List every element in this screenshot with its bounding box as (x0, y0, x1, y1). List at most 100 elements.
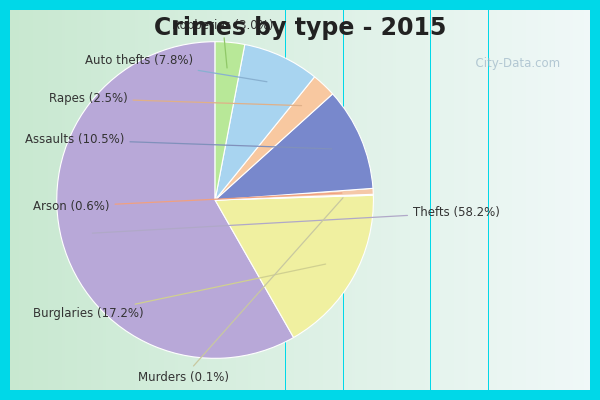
Bar (100, 10, 103, 390)
Bar (115, 10, 118, 390)
Text: Rapes (2.5%): Rapes (2.5%) (49, 92, 302, 106)
Bar (16, 10, 19, 390)
Wedge shape (215, 194, 373, 200)
Bar (50, 10, 53, 390)
Bar (326, 10, 329, 390)
Bar (283, 10, 286, 390)
Bar (578, 10, 581, 390)
Bar (581, 10, 584, 390)
Bar (230, 10, 233, 390)
Bar (506, 10, 509, 390)
Bar (416, 10, 419, 390)
Wedge shape (215, 42, 245, 200)
Bar (39, 10, 42, 390)
Bar (364, 10, 367, 390)
Bar (123, 10, 126, 390)
Bar (515, 10, 517, 390)
Bar (466, 10, 468, 390)
Bar (161, 10, 164, 390)
Bar (94, 10, 97, 390)
Bar (132, 10, 135, 390)
Bar (431, 10, 433, 390)
Bar (187, 10, 190, 390)
Bar (294, 10, 297, 390)
Bar (248, 10, 251, 390)
Bar (254, 10, 257, 390)
Bar (320, 10, 323, 390)
Bar (280, 10, 283, 390)
Bar (25, 10, 28, 390)
Bar (428, 10, 430, 390)
Bar (482, 10, 485, 390)
Bar (355, 10, 358, 390)
Bar (454, 10, 457, 390)
Text: Robberies (3.0%): Robberies (3.0%) (172, 19, 274, 68)
Wedge shape (215, 77, 332, 200)
Bar (396, 10, 398, 390)
Bar (376, 10, 378, 390)
Wedge shape (215, 195, 373, 338)
Bar (42, 10, 45, 390)
Bar (129, 10, 132, 390)
Bar (158, 10, 161, 390)
Bar (53, 10, 56, 390)
Bar (22, 10, 25, 390)
Bar (503, 10, 506, 390)
Bar (474, 10, 477, 390)
Bar (103, 10, 106, 390)
Bar (219, 10, 222, 390)
Bar (68, 10, 71, 390)
Bar (370, 10, 373, 390)
Bar (265, 10, 268, 390)
Bar (170, 10, 172, 390)
Bar (587, 10, 590, 390)
Bar (523, 10, 526, 390)
Bar (149, 10, 152, 390)
Bar (509, 10, 512, 390)
Bar (564, 10, 567, 390)
Bar (442, 10, 445, 390)
Bar (367, 10, 370, 390)
Bar (196, 10, 199, 390)
Bar (190, 10, 193, 390)
Bar (227, 10, 230, 390)
Bar (407, 10, 410, 390)
Bar (30, 10, 33, 390)
Bar (323, 10, 326, 390)
Bar (146, 10, 149, 390)
Bar (517, 10, 520, 390)
Bar (535, 10, 538, 390)
Bar (85, 10, 88, 390)
Bar (558, 10, 561, 390)
Bar (335, 10, 338, 390)
Bar (497, 10, 500, 390)
Bar (538, 10, 541, 390)
Bar (547, 10, 550, 390)
Bar (404, 10, 407, 390)
Bar (352, 10, 355, 390)
Bar (555, 10, 558, 390)
Bar (83, 10, 85, 390)
Bar (45, 10, 48, 390)
Bar (297, 10, 300, 390)
Bar (494, 10, 497, 390)
Bar (178, 10, 181, 390)
Bar (529, 10, 532, 390)
Bar (242, 10, 245, 390)
Bar (268, 10, 271, 390)
Bar (245, 10, 248, 390)
Bar (59, 10, 62, 390)
Bar (387, 10, 390, 390)
Bar (425, 10, 428, 390)
Wedge shape (57, 42, 293, 358)
Bar (13, 10, 16, 390)
Bar (91, 10, 94, 390)
Bar (480, 10, 482, 390)
Bar (65, 10, 68, 390)
Bar (204, 10, 207, 390)
Bar (317, 10, 320, 390)
Text: Murders (0.1%): Murders (0.1%) (138, 198, 343, 384)
Bar (561, 10, 564, 390)
Bar (544, 10, 547, 390)
Bar (358, 10, 361, 390)
